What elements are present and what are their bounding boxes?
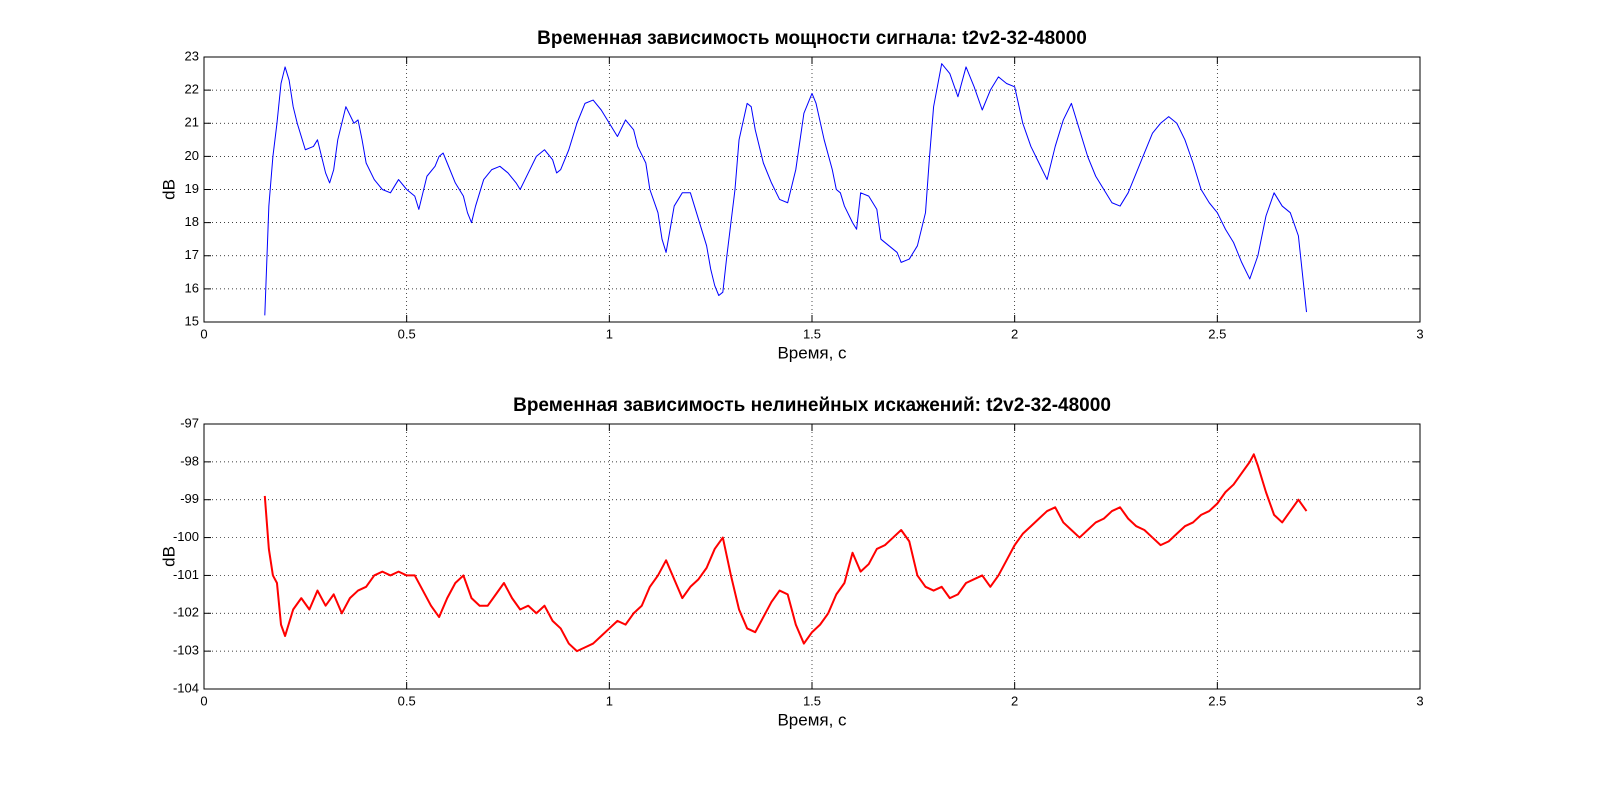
x-tick-label: 1 xyxy=(606,326,613,341)
axes-box xyxy=(203,56,1421,323)
x-axis-label: Время, с xyxy=(777,710,847,729)
y-tick-label: -97 xyxy=(180,415,199,430)
y-tick-label: 16 xyxy=(185,280,199,295)
x-tick-label: 2.5 xyxy=(1208,326,1226,341)
signal-line xyxy=(263,453,1308,653)
y-tick-label: -104 xyxy=(173,680,199,695)
x-tick-label: 3 xyxy=(1416,693,1423,708)
axes-box xyxy=(203,423,1421,690)
y-tick-label: 18 xyxy=(185,214,199,229)
y-tick-label: -101 xyxy=(173,567,199,582)
x-tick-label: 2.5 xyxy=(1208,693,1226,708)
x-tick-label: 1 xyxy=(606,693,613,708)
x-tick-label: 1.5 xyxy=(803,693,821,708)
x-tick-label: 1.5 xyxy=(803,326,821,341)
y-tick-label: 22 xyxy=(185,82,199,97)
chart-title: Временная зависимость мощности сигнала: … xyxy=(537,28,1087,49)
signal-line xyxy=(264,63,1308,316)
y-axis-label: dB xyxy=(159,179,178,200)
x-tick-label: 0 xyxy=(200,693,207,708)
y-tick-label: -103 xyxy=(173,643,199,658)
x-tick-label: 2 xyxy=(1011,326,1018,341)
x-tick-label: 0 xyxy=(200,326,207,341)
x-tick-label: 2 xyxy=(1011,693,1018,708)
y-tick-label: -98 xyxy=(180,453,199,468)
x-axis-label: Время, с xyxy=(777,343,847,362)
y-tick-label: -99 xyxy=(180,491,199,506)
y-tick-label: -102 xyxy=(173,605,199,620)
x-tick-label: 0.5 xyxy=(398,326,416,341)
y-tick-label: 20 xyxy=(185,148,199,163)
y-tick-label: 15 xyxy=(185,313,199,328)
y-tick-label: 23 xyxy=(185,48,199,63)
y-tick-label: -100 xyxy=(173,529,199,544)
y-tick-label: 19 xyxy=(185,181,199,196)
chart-title: Временная зависимость нелинейных искажен… xyxy=(513,395,1111,416)
x-tick-label: 0.5 xyxy=(398,693,416,708)
y-tick-label: 17 xyxy=(185,247,199,262)
x-tick-label: 3 xyxy=(1416,326,1423,341)
y-tick-label: 21 xyxy=(185,115,199,130)
y-axis-label: dB xyxy=(159,546,178,567)
